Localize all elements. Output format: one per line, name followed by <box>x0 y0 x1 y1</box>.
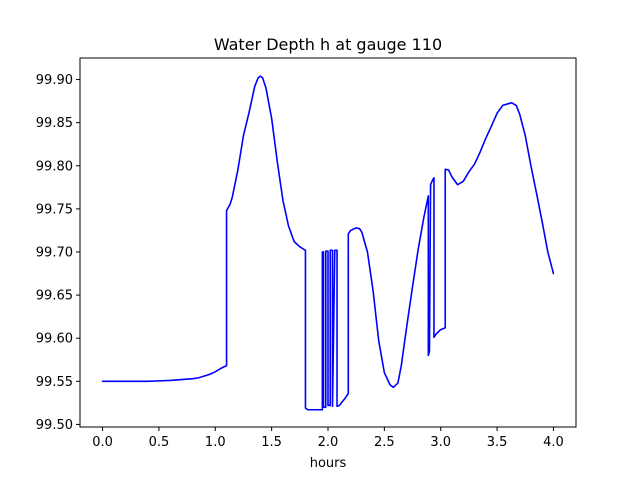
x-tick-label: 4.0 <box>543 435 564 450</box>
x-axis-label: hours <box>310 456 347 471</box>
chart-title: Water Depth h at gauge 110 <box>214 35 442 54</box>
x-tick-label: 3.0 <box>430 435 451 450</box>
y-tick-label: 99.55 <box>36 375 73 390</box>
x-axis-ticks: 0.0 0.5 1.0 1.5 2.0 2.5 3.0 3.5 4.0 <box>92 427 564 450</box>
x-tick-label: 1.0 <box>205 435 226 450</box>
y-tick-label: 99.85 <box>36 116 73 131</box>
plot-frame <box>79 57 577 428</box>
y-tick-label: 99.80 <box>36 159 73 174</box>
y-tick-label: 99.50 <box>36 418 73 433</box>
x-tick-label: 1.5 <box>261 435 282 450</box>
y-axis-ticks: 99.50 99.55 99.60 99.65 99.70 99.75 99.80 99.85… <box>36 73 80 433</box>
y-tick-label: 99.90 <box>36 73 73 88</box>
series-line <box>101 75 555 411</box>
y-tick-label: 99.65 <box>36 289 73 304</box>
series-group <box>101 75 555 411</box>
x-tick-label: 0.0 <box>92 435 113 450</box>
y-tick-label: 99.60 <box>36 332 73 347</box>
x-tick-label: 0.5 <box>149 435 170 450</box>
y-tick-label: 99.70 <box>36 245 73 260</box>
y-tick-label: 99.75 <box>36 202 73 217</box>
x-tick-label: 3.5 <box>487 435 508 450</box>
x-tick-label: 2.5 <box>374 435 395 450</box>
x-tick-label: 2.0 <box>318 435 339 450</box>
